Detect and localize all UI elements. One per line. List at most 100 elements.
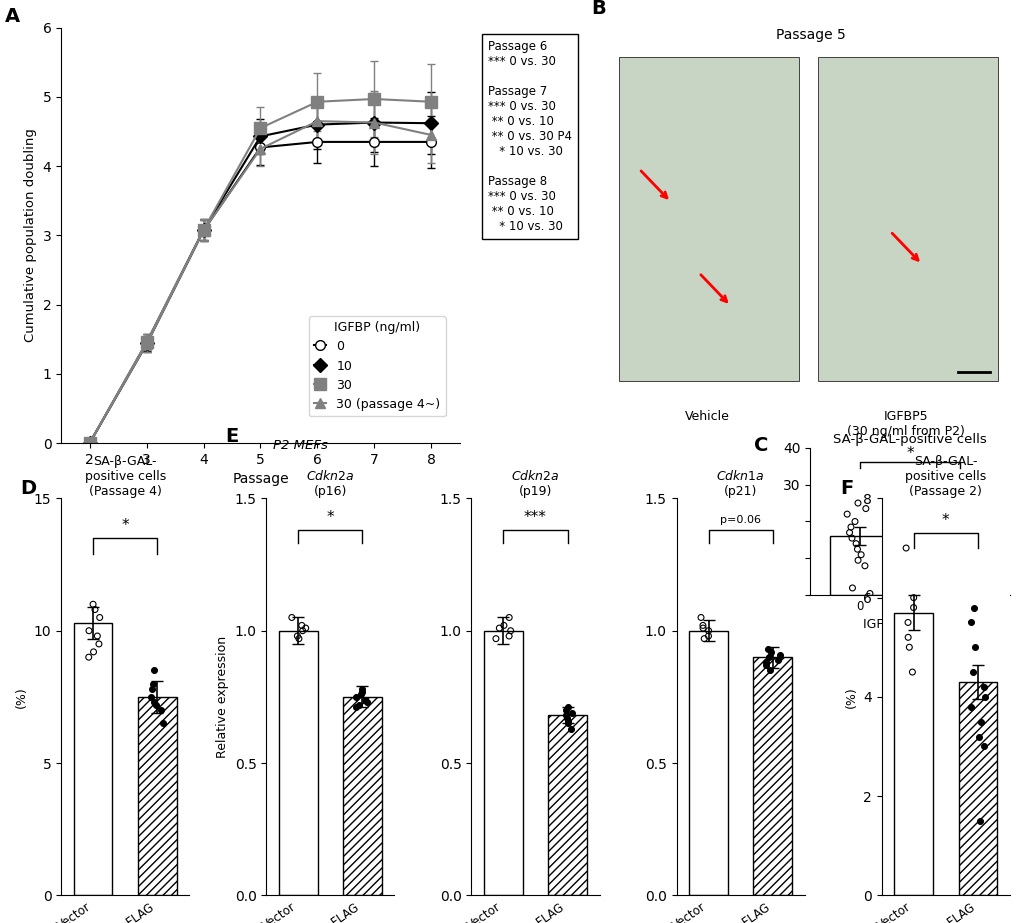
Title: SA-β-GAL-positive cells: SA-β-GAL-positive cells (833, 434, 986, 447)
Point (966, 640, 982, 654)
Bar (817, 57, 997, 380)
Legend: 0, 10, 30, 30 (passage 4~): 0, 10, 30, 30 (passage 4~) (309, 316, 445, 416)
Text: F: F (840, 478, 853, 497)
Text: *: * (121, 518, 129, 533)
Point (562, 721, 579, 736)
Point (557, 708, 574, 723)
Point (941, 560, 957, 575)
Point (91, 637, 107, 652)
Point (938, 507, 955, 521)
Text: C: C (754, 436, 768, 455)
Point (353, 687, 369, 701)
Title: $\it{Cdkn2a}$
(p19): $\it{Cdkn2a}$ (p19) (511, 470, 559, 498)
Text: Vehicle: Vehicle (684, 410, 729, 423)
Point (145, 677, 161, 691)
Point (347, 700, 364, 714)
Bar (753, 657, 791, 895)
Title: SA-β-GAL-
positive cells
(Passage 2): SA-β-GAL- positive cells (Passage 2) (904, 455, 985, 498)
Point (943, 566, 959, 581)
Point (961, 569, 977, 584)
Bar (279, 630, 317, 895)
Title: SA-β-GAL-
positive cells
(Passage 4): SA-β-GAL- positive cells (Passage 4) (85, 455, 166, 498)
Point (143, 689, 159, 704)
Text: IGFBP5 (ng/ml): IGFBP5 (ng/ml) (862, 617, 956, 630)
Text: *: * (326, 509, 334, 525)
Point (946, 553, 962, 568)
Point (972, 714, 988, 729)
Text: P2 MEFs: P2 MEFs (272, 439, 327, 452)
Point (700, 629, 716, 643)
Bar (929, 560, 988, 595)
Point (86, 644, 102, 659)
Point (92, 610, 108, 625)
Point (144, 681, 160, 696)
Bar (138, 697, 176, 895)
Point (153, 702, 169, 717)
Point (904, 665, 920, 679)
Point (294, 623, 311, 638)
Point (155, 716, 171, 731)
Point (963, 551, 979, 566)
Point (502, 623, 519, 638)
Point (961, 557, 977, 571)
Point (87, 602, 103, 617)
Point (970, 729, 986, 744)
Title: $\it{Cdkn2a}$
(p16): $\it{Cdkn2a}$ (p16) (306, 470, 355, 498)
Point (694, 618, 710, 633)
Bar (484, 630, 522, 895)
Point (949, 538, 965, 553)
Point (354, 684, 370, 699)
Bar (619, 57, 798, 380)
Point (956, 555, 972, 569)
Text: Passage 5: Passage 5 (774, 28, 845, 42)
Point (359, 695, 375, 710)
Point (761, 663, 777, 677)
Y-axis label: Relative expression: Relative expression (216, 636, 229, 758)
Point (849, 496, 865, 510)
Text: A: A (5, 7, 20, 26)
Point (81, 623, 97, 638)
Point (559, 716, 576, 731)
Point (491, 620, 507, 635)
X-axis label: Passage: Passage (232, 473, 288, 486)
Point (695, 631, 711, 646)
Point (847, 536, 863, 551)
Point (500, 610, 517, 625)
Point (562, 705, 579, 720)
Point (89, 629, 105, 643)
Point (905, 591, 921, 605)
Point (856, 558, 872, 573)
Point (500, 629, 517, 643)
Point (148, 698, 164, 713)
Point (290, 631, 307, 646)
Point (899, 629, 915, 644)
Point (971, 813, 987, 828)
Point (964, 665, 980, 679)
Point (758, 641, 774, 656)
Point (963, 575, 979, 590)
Point (846, 514, 862, 529)
Point (849, 553, 865, 568)
Point (289, 629, 306, 643)
Point (757, 658, 773, 673)
Text: B: B (591, 0, 605, 18)
Point (857, 501, 873, 516)
Point (558, 711, 575, 725)
Point (559, 713, 576, 728)
Point (842, 520, 858, 534)
Y-axis label: (%): (%) (844, 686, 857, 708)
Point (357, 692, 373, 707)
Point (849, 542, 865, 557)
Text: Passage 6
*** 0 vs. 30

Passage 7
*** 0 vs. 30
 ** 0 vs. 10
 ** 0 vs. 30 P4
   *: Passage 6 *** 0 vs. 30 Passage 7 *** 0 v… (487, 41, 571, 234)
Point (557, 702, 574, 717)
Point (559, 700, 576, 714)
Point (841, 525, 857, 540)
Point (942, 545, 958, 560)
Text: E: E (225, 427, 238, 446)
Point (949, 573, 965, 588)
Point (900, 640, 916, 654)
Bar (548, 715, 586, 895)
Point (760, 650, 776, 665)
Point (844, 581, 860, 595)
Point (962, 615, 978, 629)
